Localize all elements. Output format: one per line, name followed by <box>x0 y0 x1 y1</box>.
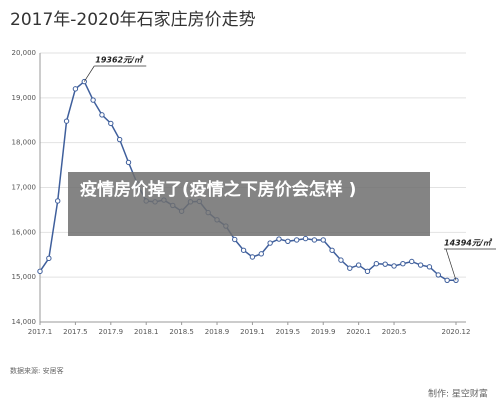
point <box>285 238 291 245</box>
point <box>293 237 300 243</box>
point <box>329 247 335 253</box>
point <box>37 268 43 275</box>
point <box>302 235 309 242</box>
point <box>267 240 273 246</box>
point <box>382 261 388 267</box>
y-tick-label: 18,000 <box>12 139 37 147</box>
point <box>347 265 353 271</box>
y-tick-label: 16,000 <box>12 228 37 236</box>
y-tick-label: 15,000 <box>12 273 37 281</box>
x-tick-label: 2020.5 <box>382 328 407 336</box>
y-tick-label: 17,000 <box>12 184 37 192</box>
point <box>391 263 397 269</box>
point <box>249 254 256 260</box>
x-tick-label: 2018.1 <box>134 328 159 336</box>
point <box>90 97 96 103</box>
point <box>125 159 132 166</box>
point <box>364 268 371 275</box>
x-tick-label: 2019.5 <box>276 328 301 336</box>
point <box>426 264 433 270</box>
overlay-banner: 疫情房价掉了(疫情之下房价会怎样 ) <box>68 172 430 236</box>
point <box>444 277 450 284</box>
point <box>373 261 380 267</box>
chart-title: 2017年-2020年石家庄房价走势 <box>10 10 256 30</box>
x-tick-label: 2020.1 <box>346 328 371 336</box>
annotation: 14394元/㎡ <box>444 238 493 248</box>
point <box>72 86 79 92</box>
x-tick-label: 2017.1 <box>28 328 53 336</box>
credit: 制作: 星空财富 <box>428 388 488 400</box>
point <box>276 236 282 242</box>
point <box>435 272 441 278</box>
point <box>409 258 415 265</box>
point <box>258 251 264 257</box>
point <box>338 257 344 263</box>
y-tick-label: 20,000 <box>12 49 37 57</box>
point <box>99 112 105 118</box>
point <box>320 237 326 243</box>
point <box>400 261 406 267</box>
annotation: 19362元/㎡ <box>95 55 144 65</box>
point <box>63 118 70 124</box>
y-tick-label: 14,000 <box>12 318 37 326</box>
annotation-leader <box>83 65 95 82</box>
point <box>232 236 238 243</box>
x-tick-label: 2019.9 <box>311 328 336 336</box>
point <box>55 198 61 204</box>
x-tick-label: 2019.1 <box>240 328 265 336</box>
point <box>108 120 114 127</box>
x-tick-label: 2017.5 <box>63 328 88 336</box>
x-tick-label: 2017.9 <box>99 328 124 336</box>
x-tick-label: 2018.5 <box>169 328 194 336</box>
source: 数据来源: 安居客 <box>10 366 64 375</box>
x-tick-label: 2020.12 <box>442 328 471 336</box>
point <box>116 136 123 143</box>
y-tick-label: 19,000 <box>12 94 37 102</box>
x-tick-label: 2018.9 <box>205 328 230 336</box>
annotation-leader <box>445 248 457 281</box>
point <box>355 262 362 268</box>
point <box>417 262 424 268</box>
point <box>240 247 247 253</box>
point <box>46 255 52 262</box>
point <box>311 237 318 243</box>
